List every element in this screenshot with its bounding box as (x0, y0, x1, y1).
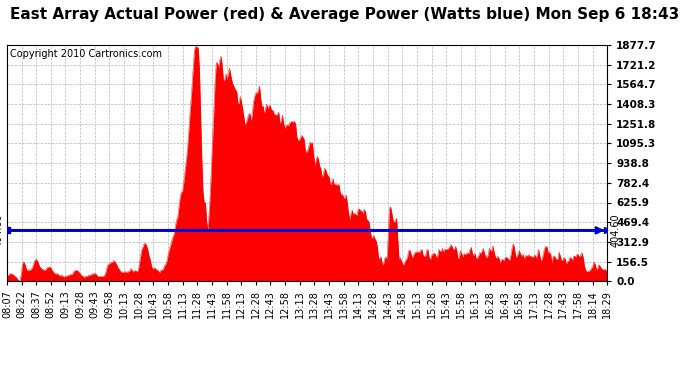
Text: East Array Actual Power (red) & Average Power (Watts blue) Mon Sep 6 18:43: East Array Actual Power (red) & Average … (10, 8, 680, 22)
Text: 404.60: 404.60 (610, 213, 620, 247)
Text: 404.60: 404.60 (0, 213, 4, 247)
Text: Copyright 2010 Cartronics.com: Copyright 2010 Cartronics.com (10, 48, 162, 58)
